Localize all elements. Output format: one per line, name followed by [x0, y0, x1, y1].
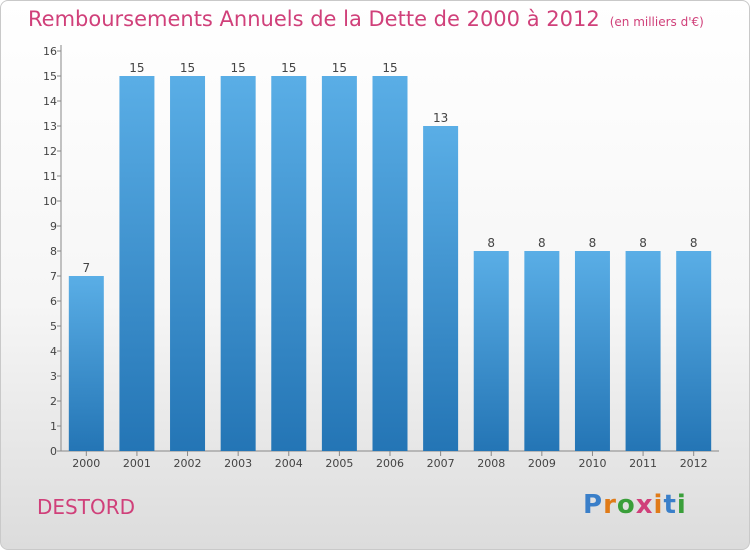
bar [574, 251, 610, 451]
y-tick-label: 14 [43, 95, 57, 108]
y-tick-label: 11 [43, 170, 57, 183]
y-tick-label: 7 [50, 270, 57, 283]
y-tick-label: 12 [43, 145, 57, 158]
y-tick-label: 5 [50, 320, 57, 333]
y-tick-label: 15 [43, 70, 57, 83]
bar [68, 276, 104, 451]
logo-letter: x [635, 490, 654, 520]
bar [220, 76, 256, 451]
y-tick-label: 8 [50, 245, 57, 258]
chart-title: Remboursements Annuels de la Dette de 20… [28, 7, 600, 31]
label-layer: 7 15 15 15 15 15 15 13 8 8 8 8 8 [82, 61, 697, 275]
bar [321, 76, 357, 451]
y-tick-label: 2 [50, 395, 57, 408]
chart-unit: (en milliers d'€) [609, 15, 704, 29]
y-tick-label: 3 [50, 370, 57, 383]
bar-value-label: 8 [639, 236, 647, 250]
y-tick-label: 10 [43, 195, 57, 208]
x-tick-label: 2006 [376, 457, 404, 470]
logo-letter: i [653, 490, 664, 520]
x-tick-label: 2010 [578, 457, 606, 470]
bar-value-label: 8 [589, 236, 597, 250]
logo-letter: i [676, 490, 687, 520]
bar-value-label: 8 [538, 236, 546, 250]
x-tick-label: 2000 [72, 457, 100, 470]
x-tick-label: 2002 [174, 457, 202, 470]
bar-value-label: 8 [690, 236, 698, 250]
bar-layer [68, 76, 712, 451]
x-tick-label: 2009 [528, 457, 556, 470]
y-tick-label: 1 [50, 420, 57, 433]
x-tick-label: 2007 [427, 457, 455, 470]
y-tick-label: 0 [50, 445, 57, 458]
bar-value-label: 8 [487, 236, 495, 250]
x-tick-label: 2008 [477, 457, 505, 470]
y-tick-label: 4 [50, 345, 57, 358]
bar-value-label: 15 [332, 61, 347, 75]
x-tick-label: 2005 [325, 457, 353, 470]
x-tick-label: 2012 [680, 457, 708, 470]
bar [271, 76, 307, 451]
bar [524, 251, 560, 451]
logo-letter: r [603, 490, 617, 520]
y-tick-label: 9 [50, 220, 57, 233]
bar-value-label: 15 [180, 61, 195, 75]
bar [625, 251, 661, 451]
y-tick-label: 16 [43, 45, 57, 58]
bar [423, 126, 459, 451]
bar-value-label: 7 [82, 261, 90, 275]
y-tick-label: 6 [50, 295, 57, 308]
bar [372, 76, 408, 451]
bar-value-label: 15 [382, 61, 397, 75]
town-name: DESTORD [37, 495, 135, 519]
logo-letter: P [583, 490, 604, 520]
logo-letter: t [663, 490, 677, 520]
bar [473, 251, 509, 451]
bar-value-label: 15 [281, 61, 296, 75]
bar-value-label: 13 [433, 111, 448, 125]
proxiti-logo: Proxiti [583, 490, 687, 520]
chart-title-block: Remboursements Annuels de la Dette de 20… [28, 7, 704, 31]
bar [119, 76, 155, 451]
y-tick-label: 13 [43, 120, 57, 133]
x-tick-label: 2011 [629, 457, 657, 470]
bar-value-label: 15 [129, 61, 144, 75]
bar [676, 251, 712, 451]
x-tick-label: 2001 [123, 457, 151, 470]
bar-value-label: 15 [231, 61, 246, 75]
logo-letter: o [616, 490, 636, 520]
x-tick-label: 2003 [224, 457, 252, 470]
bar [170, 76, 206, 451]
x-tick-label: 2004 [275, 457, 303, 470]
